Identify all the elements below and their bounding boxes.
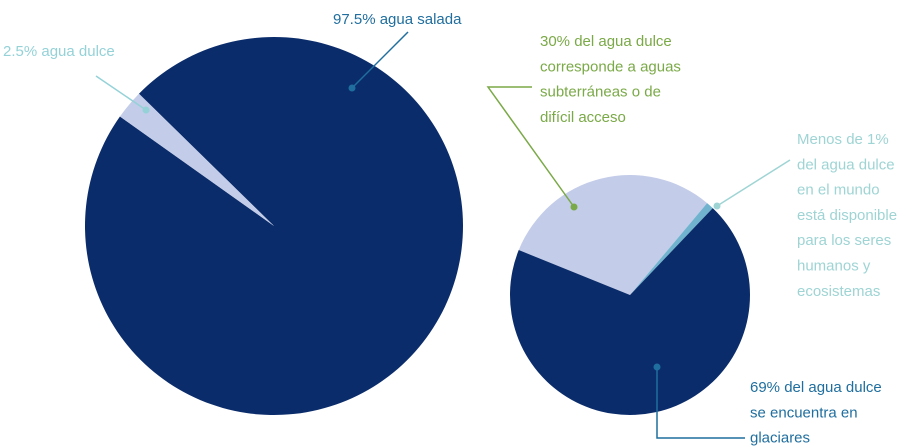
leader-line [716,159,791,207]
pie-slice [119,93,274,226]
leader-line [351,31,409,89]
slice-label: 69% del agua dulce [750,379,882,396]
leader-line [656,367,745,439]
pie-slice [85,36,464,415]
slice-label: subterráneas o de [540,84,661,101]
slice-label: corresponde a aguas [540,58,681,75]
leader-dot [653,363,661,371]
leader-dot [713,202,721,210]
leader-dot [570,203,578,211]
slice-label: está disponible [797,207,897,224]
slice-label: 30% del agua dulce [540,33,672,50]
slice-label: para los seres [797,232,891,249]
slice-label: Menos de 1% [797,131,889,148]
leader-dot [142,106,150,114]
slice-label: se encuentra en [750,404,858,421]
slice-label: del agua dulce [797,156,895,173]
leader-line [95,75,147,111]
pie-slice [518,174,708,295]
slice-label: ecosistemas [797,283,880,300]
slice-label: en el mundo [797,182,880,199]
slice-label: difícil acceso [540,109,626,126]
leader-dot [348,84,356,92]
pie-slice [630,203,713,295]
slice-label: humanos y [797,257,871,274]
slice-label: glaciares [750,430,810,447]
slice-label: 2.5% agua dulce [3,43,115,60]
leader-line [486,86,575,208]
slice-label: 97.5% agua salada [333,11,462,28]
pie-slice [509,208,751,415]
